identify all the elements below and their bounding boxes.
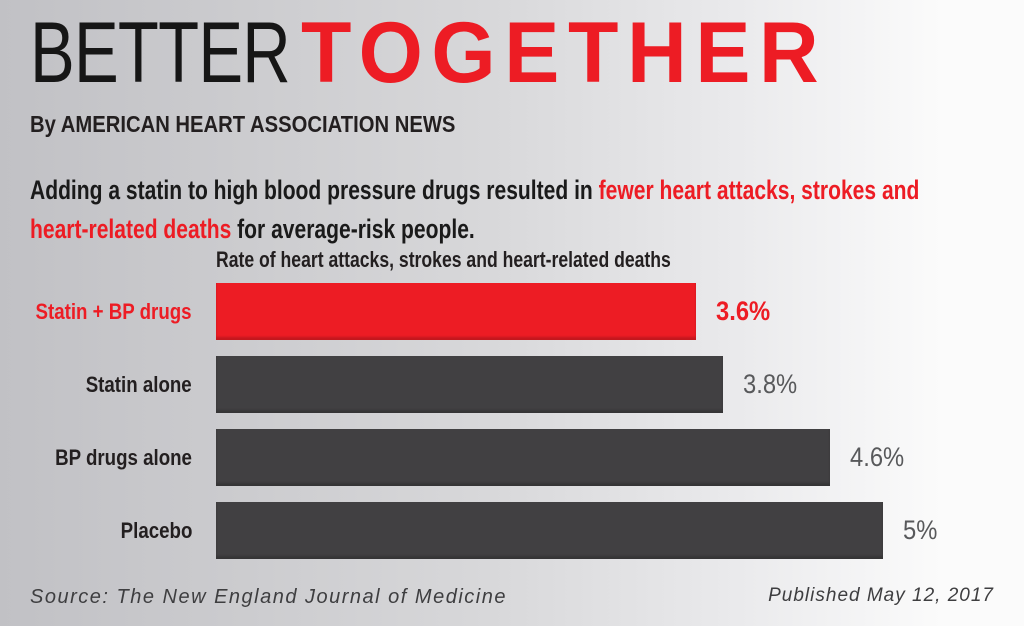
bar	[216, 502, 883, 559]
bar-chart: Statin + BP drugs 3.6% Statin alone 3.8% BP …	[0, 283, 1024, 575]
chart-row: BP drugs alone 4.6%	[0, 429, 1024, 486]
intro-text-end: for average-risk people.	[231, 214, 475, 244]
byline: By AMERICAN HEART ASSOCIATION NEWS	[30, 111, 456, 137]
bar-category-label: Statin + BP drugs	[35, 298, 192, 324]
bar-value-label: 3.8%	[743, 369, 798, 399]
bar-category-label: BP drugs alone	[55, 444, 192, 470]
chart-row: Placebo 5%	[0, 502, 1024, 559]
source-text: Source: The New England Journal of Medic…	[30, 586, 507, 608]
bar	[216, 356, 723, 413]
published-date-text: Published May 12, 2017	[768, 585, 994, 606]
headline-word-together: TOGETHER	[301, 5, 828, 101]
bar-value-label: 5%	[903, 515, 938, 545]
chart-row: Statin alone 3.8%	[0, 356, 1024, 413]
intro-paragraph: Adding a statin to high blood pressure d…	[30, 171, 943, 249]
bar	[216, 283, 696, 340]
intro-text-start: Adding a statin to high blood pressure d…	[30, 175, 599, 205]
intro-text-highlight: fewer heart attacks, strokes and heart-r…	[30, 175, 920, 244]
bar-category-label: Statin alone	[86, 371, 192, 397]
bar-value-label: 3.6%	[716, 296, 771, 326]
bar	[216, 429, 830, 486]
bar-value-label: 4.6%	[850, 442, 905, 472]
chart-title: Rate of heart attacks, strokes and heart…	[216, 247, 671, 272]
bar-category-label: Placebo	[120, 517, 192, 543]
chart-row: Statin + BP drugs 3.6%	[0, 283, 1024, 340]
headline-word-better: BETTER	[30, 5, 291, 101]
